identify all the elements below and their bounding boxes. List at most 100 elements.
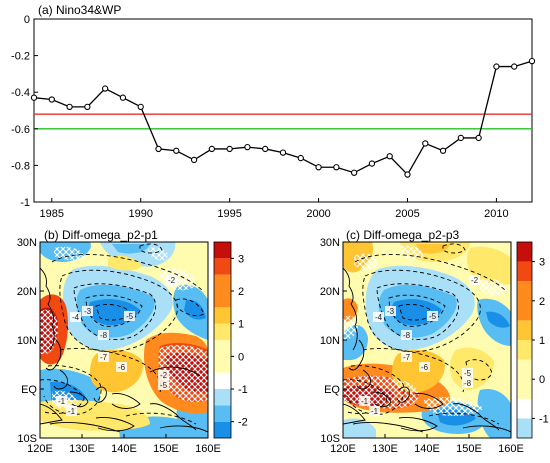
y-tick-label: EQ: [21, 384, 37, 396]
contour-label: -6: [118, 363, 126, 372]
colorbar-swatch: [214, 274, 231, 308]
colorbar-swatch: [517, 261, 532, 282]
colorbar-tick-label: 0: [238, 351, 244, 363]
reference-lines: [34, 113, 532, 130]
y-tick-label: EQ: [324, 384, 340, 396]
colorbar-swatch: [214, 405, 231, 422]
colorbar-swatch: [517, 242, 532, 262]
y-tick-label: -0.2: [11, 51, 30, 63]
y-tick-label: 20N: [320, 286, 340, 298]
contour-label: -5: [464, 369, 472, 378]
x-tick-label: 150E: [456, 443, 482, 455]
data-point: [297, 154, 304, 162]
panel-b-title: (b) Diff-omega_p2-p1: [44, 228, 158, 242]
data-point: [457, 134, 465, 142]
data-point: [439, 147, 447, 154]
contour-label: -7: [403, 353, 411, 362]
x-tick-label: 1995: [217, 208, 241, 220]
y-tick-label: 10N: [320, 335, 340, 347]
data-point: [368, 160, 376, 167]
x-tick-label: 140E: [111, 443, 137, 455]
colorbar-swatch: [214, 372, 231, 389]
colorbar-swatch: [517, 340, 532, 360]
contour-label: -5: [160, 381, 168, 390]
data-point: [84, 103, 91, 110]
x-tick-label: 2000: [306, 208, 330, 220]
y-tick-label: 10N: [17, 335, 37, 347]
colorbar-swatch: [517, 320, 532, 340]
contour-label: -5: [126, 312, 134, 321]
contour-label: -1: [68, 407, 76, 416]
data-point: [173, 147, 180, 154]
data-point: [475, 134, 482, 142]
data-point: [30, 94, 38, 101]
contour-label: -8: [464, 379, 472, 388]
colorbar-swatch: [214, 340, 231, 373]
contour-label: -2: [168, 276, 176, 285]
y-tick-label: -0.6: [11, 124, 30, 136]
data-point: [422, 140, 429, 147]
panel-c-title: (c) Diff-omega_p2-p3: [346, 228, 459, 242]
data-point: [315, 164, 322, 171]
colorbar-swatch: [214, 323, 231, 340]
data-point: [190, 156, 198, 164]
panel-b-field: -2 -4 -3 -5 -8 -7 -6 -1 -1 -2: [40, 242, 208, 438]
y-tick-label: 10S: [320, 433, 340, 445]
colorbar-tick-label: 1: [539, 335, 545, 347]
colorbar-tick-label: -1: [238, 384, 248, 396]
contour-label: -1: [58, 397, 66, 406]
y-tick-label: -0.8: [11, 160, 30, 172]
x-tick-label: 160E: [498, 443, 524, 455]
x-tick-label: 130E: [372, 443, 398, 455]
data-point: [333, 164, 340, 171]
x-tick-label: 2010: [484, 208, 508, 220]
data-point: [404, 171, 411, 178]
x-tick-label: 140E: [414, 443, 440, 455]
contour-label: -8: [403, 331, 411, 340]
data-point: [493, 63, 500, 70]
colorbar-swatch: [214, 242, 231, 259]
y-tick-label: -0.4: [11, 87, 30, 99]
data-point: [279, 149, 287, 156]
contour-label: -1: [361, 397, 369, 406]
colorbar-tick-label: -2: [238, 417, 248, 429]
panel-b-axis-ticks: 120E 130E 140E 150E 160E 30N 20N 10N EQ 10S: [17, 237, 221, 455]
x-tick-label: 120E: [27, 443, 53, 455]
contour-label: -6: [421, 363, 429, 372]
data-point: [155, 145, 162, 153]
data-point: [48, 96, 55, 103]
panel-a-line-chart: (a) Nino34&WP 1985 1990 1995 2000 2005 2010 0 -…: [11, 3, 536, 220]
colorbar-swatch: [214, 258, 231, 275]
x-tick-label: 2005: [395, 208, 419, 220]
data-point: [66, 103, 73, 110]
data-point: [119, 94, 127, 101]
data-point: [208, 145, 216, 153]
data-point: [137, 103, 144, 110]
colorbar-swatch: [214, 389, 231, 406]
contour-label: -3: [84, 307, 92, 316]
panel-b-colorbar: 3 2 1 0 -1 -2: [213, 241, 248, 439]
panel-a-title: (a) Nino34&WP: [38, 3, 121, 17]
y-tick-label: -1: [20, 197, 30, 209]
data-point: [262, 145, 269, 153]
data-point: [350, 169, 358, 176]
y-tick-label: 0: [24, 14, 30, 26]
colorbar-tick-label: 3: [539, 257, 545, 269]
contour-label: -4: [72, 313, 80, 322]
colorbar-tick-label: 1: [238, 319, 244, 331]
colorbar-swatch: [517, 418, 532, 438]
y-tick-label: 30N: [17, 237, 37, 249]
x-tick-label: 130E: [69, 443, 95, 455]
panel-c-axis-ticks: 120E 130E 140E 150E 160E 30N 20N 10N EQ 10S: [320, 237, 524, 455]
colorbar-frame: [213, 241, 232, 439]
x-tick-label: 1990: [128, 208, 152, 220]
x-tick-label: 150E: [153, 443, 179, 455]
panel-c-field: -2 -4 -3 -5 -8 -7 -6 -1 -1 -5: [343, 242, 511, 438]
data-point: [386, 153, 393, 160]
data-point: [244, 143, 251, 151]
panel-c-colorbar: 3 2 1 0 -1: [516, 241, 549, 439]
contour-label: -1: [371, 407, 379, 416]
contour-label: -3: [387, 307, 395, 316]
colorbar-swatch: [214, 421, 231, 438]
